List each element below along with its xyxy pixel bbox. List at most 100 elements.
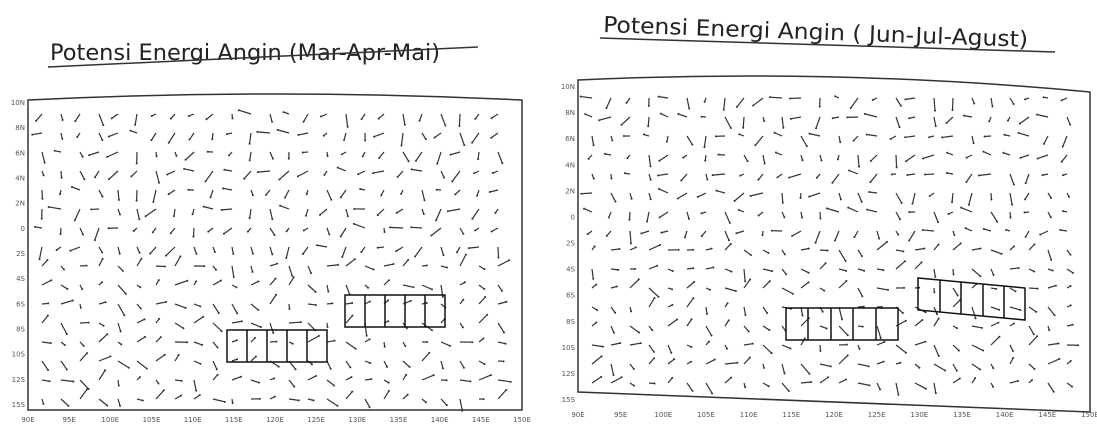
arrow-head <box>905 320 907 322</box>
arrow-head <box>163 389 165 391</box>
arrow-head <box>643 133 645 135</box>
arrow-head <box>404 345 406 347</box>
arrow-head <box>90 208 92 210</box>
arrow-head <box>861 201 863 203</box>
arrow-head <box>850 107 852 109</box>
arrow-head <box>303 229 305 231</box>
arrow-head <box>960 243 962 245</box>
arrow-head <box>474 118 476 120</box>
arrow-head <box>41 218 43 220</box>
arrow-head <box>471 142 473 144</box>
arrow-head <box>647 125 649 127</box>
arrow-head <box>243 178 245 180</box>
arrow-head <box>899 126 901 128</box>
arrow-head <box>463 367 465 369</box>
arrow-head <box>361 118 363 120</box>
arrow-head <box>701 235 703 237</box>
arrow-head <box>938 318 940 320</box>
arrow-head <box>192 213 194 215</box>
arrow-head <box>447 210 449 212</box>
y-tick-label: 2N <box>15 200 25 208</box>
arrow-head <box>476 195 478 197</box>
arrow-head <box>216 368 218 370</box>
arrow-head <box>911 203 913 205</box>
arrow-head <box>810 381 812 383</box>
arrow-head <box>882 269 884 271</box>
arrow-head <box>446 404 448 406</box>
arrow-head <box>801 217 803 219</box>
arrow-head <box>671 377 673 379</box>
arrow-head <box>640 342 642 344</box>
arrow-head <box>409 366 411 368</box>
arrow-head <box>46 259 48 261</box>
arrow-head <box>711 392 713 394</box>
arrow-head <box>712 266 714 268</box>
arrow-head <box>728 319 730 321</box>
arrow-head <box>474 229 476 231</box>
arrow-head <box>284 197 286 199</box>
arrow-head <box>130 175 132 177</box>
arrow-head <box>650 179 652 181</box>
arrow-head <box>790 118 792 120</box>
arrow-head <box>925 311 927 313</box>
arrow-head <box>463 144 465 146</box>
arrow-head <box>285 257 287 259</box>
arrow-head <box>619 342 621 344</box>
arrow-head <box>1012 350 1014 352</box>
arrow-head <box>297 134 299 136</box>
y-tick-label: 4S <box>16 275 25 283</box>
arrow-head <box>1010 217 1012 219</box>
arrow-head <box>738 133 740 135</box>
y-tick-label: 8S <box>566 318 575 326</box>
arrow-head <box>271 253 273 255</box>
y-tick-label: 4N <box>565 161 575 169</box>
arrow-head <box>782 202 784 204</box>
wind-arrow <box>61 171 62 178</box>
arrow-head <box>482 338 484 340</box>
arrow-head <box>626 157 628 159</box>
arrow-head <box>739 175 741 177</box>
wind-arrow <box>925 174 934 175</box>
arrow-head <box>693 281 695 283</box>
arrow-head <box>328 233 330 235</box>
arrow-head <box>925 388 927 390</box>
arrow-head <box>653 351 655 353</box>
arrow-head <box>708 340 710 342</box>
arrow-head <box>249 143 251 145</box>
arrow-head <box>367 287 369 289</box>
arrow-head <box>918 367 920 369</box>
y-tick-label: 8N <box>15 124 25 132</box>
arrow-head <box>677 113 679 115</box>
arrow-head <box>941 136 943 138</box>
wind-arrow <box>743 117 744 128</box>
arrow-head <box>613 374 615 376</box>
arrow-head <box>483 363 485 365</box>
x-tick-label: 140E <box>996 411 1014 419</box>
arrow-head <box>185 159 187 161</box>
arrow-head <box>905 352 907 354</box>
arrow-head <box>119 214 121 216</box>
arrow-head <box>658 160 660 162</box>
arrow-head <box>144 336 146 338</box>
arrow-head <box>240 376 242 378</box>
arrow-head <box>935 125 937 127</box>
arrow-head <box>195 253 197 255</box>
arrow-head <box>63 269 65 271</box>
arrow-head <box>840 198 842 200</box>
arrow-head <box>958 350 960 352</box>
arrow-head <box>802 159 804 161</box>
y-tick-label: 6S <box>566 292 575 300</box>
arrow-head <box>605 107 607 109</box>
arrow-head <box>145 215 147 217</box>
x-tick-label: 125E <box>868 411 886 419</box>
arrow-head <box>678 249 680 251</box>
arrow-head <box>788 177 790 179</box>
arrow-head <box>450 154 452 156</box>
arrow-head <box>425 138 427 140</box>
arrow-head <box>327 291 329 293</box>
arrow-head <box>275 294 277 296</box>
arrow-head <box>974 377 976 379</box>
arrow-head <box>1071 386 1073 388</box>
arrow-head <box>1002 152 1004 154</box>
arrow-head <box>671 304 673 306</box>
